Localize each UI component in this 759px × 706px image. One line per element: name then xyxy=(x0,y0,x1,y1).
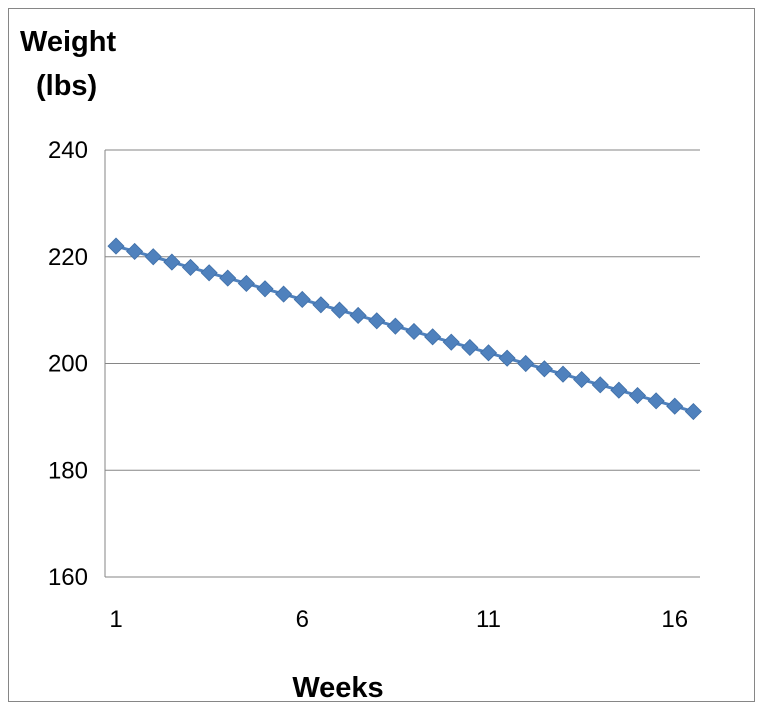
y-axis-title-line1: Weight xyxy=(20,26,117,58)
x-tick-label: 1 xyxy=(109,606,122,633)
data-point xyxy=(200,264,218,282)
y-tick-labels: 160 180 200 220 240 xyxy=(48,137,88,591)
data-point xyxy=(442,333,460,351)
data-point xyxy=(144,248,162,266)
data-point xyxy=(424,328,442,346)
y-tick-label: 200 xyxy=(48,351,88,378)
data-point xyxy=(554,365,572,383)
data-point xyxy=(293,290,311,309)
data-point xyxy=(349,306,367,325)
data-point xyxy=(517,354,535,373)
y-tick-label: 180 xyxy=(48,457,88,484)
y-tick-label: 160 xyxy=(48,564,88,591)
data-point xyxy=(479,344,498,362)
data-point xyxy=(256,280,274,298)
data-point xyxy=(535,360,553,378)
x-axis-title: Weeks xyxy=(292,672,383,704)
data-point xyxy=(312,296,330,314)
y-axis-title-line2: (lbs) xyxy=(36,70,98,102)
series-weight xyxy=(107,237,702,421)
data-point xyxy=(163,253,181,271)
x-tick-labels: 1 6 11 16 xyxy=(109,606,688,633)
data-point xyxy=(573,370,591,389)
data-point xyxy=(126,242,144,260)
data-point xyxy=(181,258,200,276)
data-point xyxy=(330,301,349,319)
data-point xyxy=(405,322,423,341)
data-point xyxy=(386,317,404,335)
x-tick-label: 16 xyxy=(661,606,688,633)
data-point xyxy=(591,376,609,394)
y-tick-label: 220 xyxy=(48,244,88,271)
data-point xyxy=(647,392,665,410)
data-point xyxy=(498,349,516,367)
gridlines xyxy=(104,149,700,578)
y-tick-label: 240 xyxy=(48,137,88,164)
data-point xyxy=(368,312,386,330)
y-axis-title: Weight (lbs) xyxy=(20,20,145,108)
x-tick-label: 6 xyxy=(296,606,309,633)
data-point xyxy=(666,397,684,415)
data-point xyxy=(610,381,628,399)
data-point xyxy=(219,269,237,287)
data-point xyxy=(628,386,647,405)
x-tick-label: 11 xyxy=(476,606,501,633)
data-point xyxy=(107,237,125,255)
data-point xyxy=(275,285,293,303)
data-point xyxy=(461,338,479,357)
data-point xyxy=(237,274,255,293)
data-point xyxy=(684,402,702,421)
chart-frame xyxy=(8,8,755,702)
